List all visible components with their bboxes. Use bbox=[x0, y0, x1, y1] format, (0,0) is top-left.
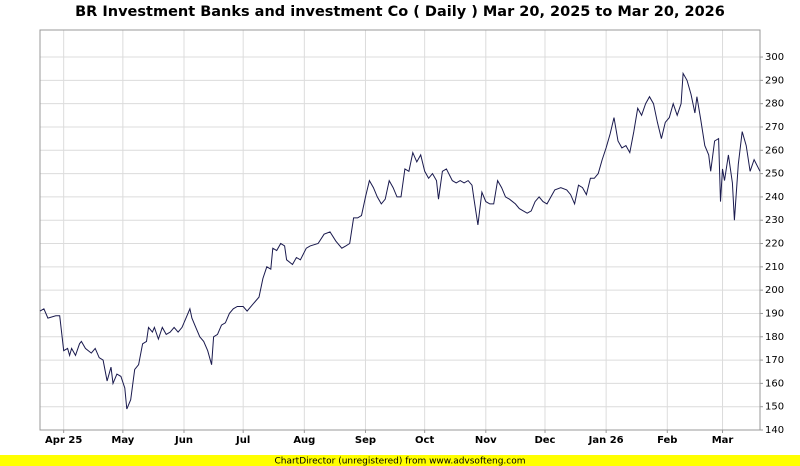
y-tick-label: 230 bbox=[765, 215, 784, 226]
x-tick-label: Dec bbox=[534, 435, 555, 446]
y-tick-label: 210 bbox=[765, 262, 784, 273]
price-line bbox=[39, 71, 761, 410]
y-tick-label: 290 bbox=[765, 75, 784, 86]
x-tick-label: Mar bbox=[712, 435, 734, 446]
y-tick-label: 270 bbox=[765, 122, 784, 133]
x-tick-label: Apr 25 bbox=[45, 435, 82, 446]
y-tick-label: 300 bbox=[765, 52, 784, 63]
footer: ChartDirector (unregistered) from www.ad… bbox=[274, 457, 525, 466]
y-tick-label: 200 bbox=[765, 285, 784, 296]
x-tick-label: Jul bbox=[235, 435, 250, 446]
x-tick-label: Oct bbox=[415, 435, 434, 446]
x-tick-label: Nov bbox=[475, 435, 497, 446]
y-tick-label: 180 bbox=[765, 332, 784, 343]
y-tick-label: 170 bbox=[765, 355, 784, 366]
y-tick-label: 160 bbox=[765, 378, 784, 389]
x-tick-label: Jun bbox=[174, 435, 193, 446]
chart-title: BR Investment Banks and investment Co ( … bbox=[75, 4, 725, 20]
y-tick-label: 190 bbox=[765, 308, 784, 319]
y-tick-label: 240 bbox=[765, 192, 784, 203]
x-tick-label: Jan 26 bbox=[588, 435, 624, 446]
y-tick-label: 260 bbox=[765, 145, 784, 156]
x-tick-label: Aug bbox=[293, 435, 315, 446]
y-tick-label: 220 bbox=[765, 239, 784, 250]
x-tick-label: Feb bbox=[657, 435, 677, 446]
y-tick-label: 280 bbox=[765, 99, 784, 110]
plot-frame bbox=[39, 29, 761, 431]
y-tick-label: 140 bbox=[765, 425, 784, 436]
footer-bar bbox=[0, 455, 800, 466]
y-tick-label: 250 bbox=[765, 169, 784, 180]
grid bbox=[40, 30, 760, 431]
y-tick-label: 150 bbox=[765, 402, 784, 413]
x-tick-label: Sep bbox=[355, 435, 376, 446]
x-tick-label: May bbox=[111, 435, 134, 446]
